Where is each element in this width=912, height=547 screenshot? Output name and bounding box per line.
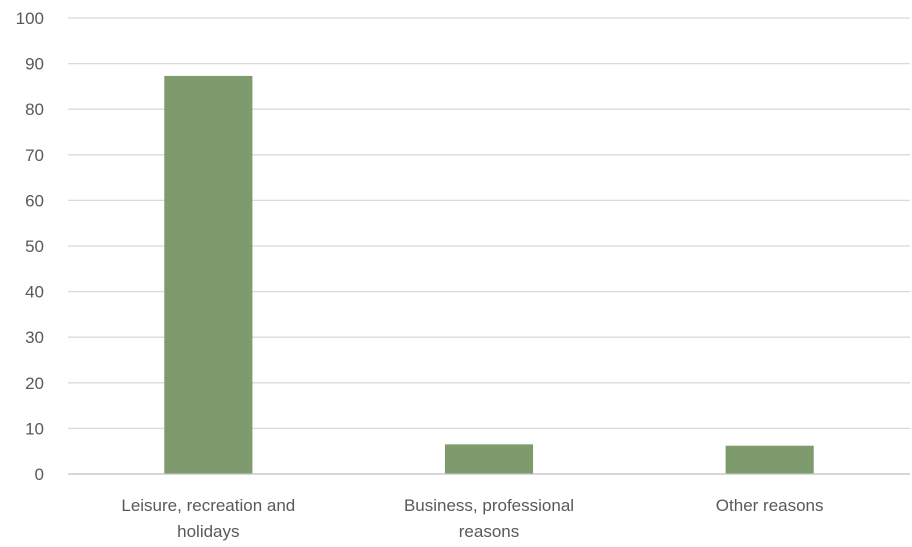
bars [164,75,814,475]
x-category-label: holidays [177,522,239,541]
y-tick-label: 30 [25,328,44,347]
y-tick-label: 10 [25,419,44,438]
y-tick-label: 80 [25,100,44,119]
y-tick-label: 20 [25,374,44,393]
bar-0 [164,75,253,475]
y-tick-label: 50 [25,237,44,256]
bar-1 [444,444,534,474]
y-tick-label: 60 [25,191,44,210]
x-category-label: reasons [459,522,519,541]
bar-2 [725,445,814,474]
y-tick-label: 0 [35,465,44,484]
y-axis-ticks: 0 10 20 30 40 50 60 70 80 90 100 [16,9,44,484]
x-category-label: Leisure, recreation and [121,496,295,515]
x-category-label: Business, professional [404,496,574,515]
y-tick-label: 70 [25,146,44,165]
x-category-label: Other reasons [716,496,824,515]
x-axis-labels: Leisure, recreation and holidays Business,… [121,496,823,541]
y-tick-label: 100 [16,9,44,28]
y-tick-label: 40 [25,283,44,302]
y-tick-label: 90 [25,55,44,74]
